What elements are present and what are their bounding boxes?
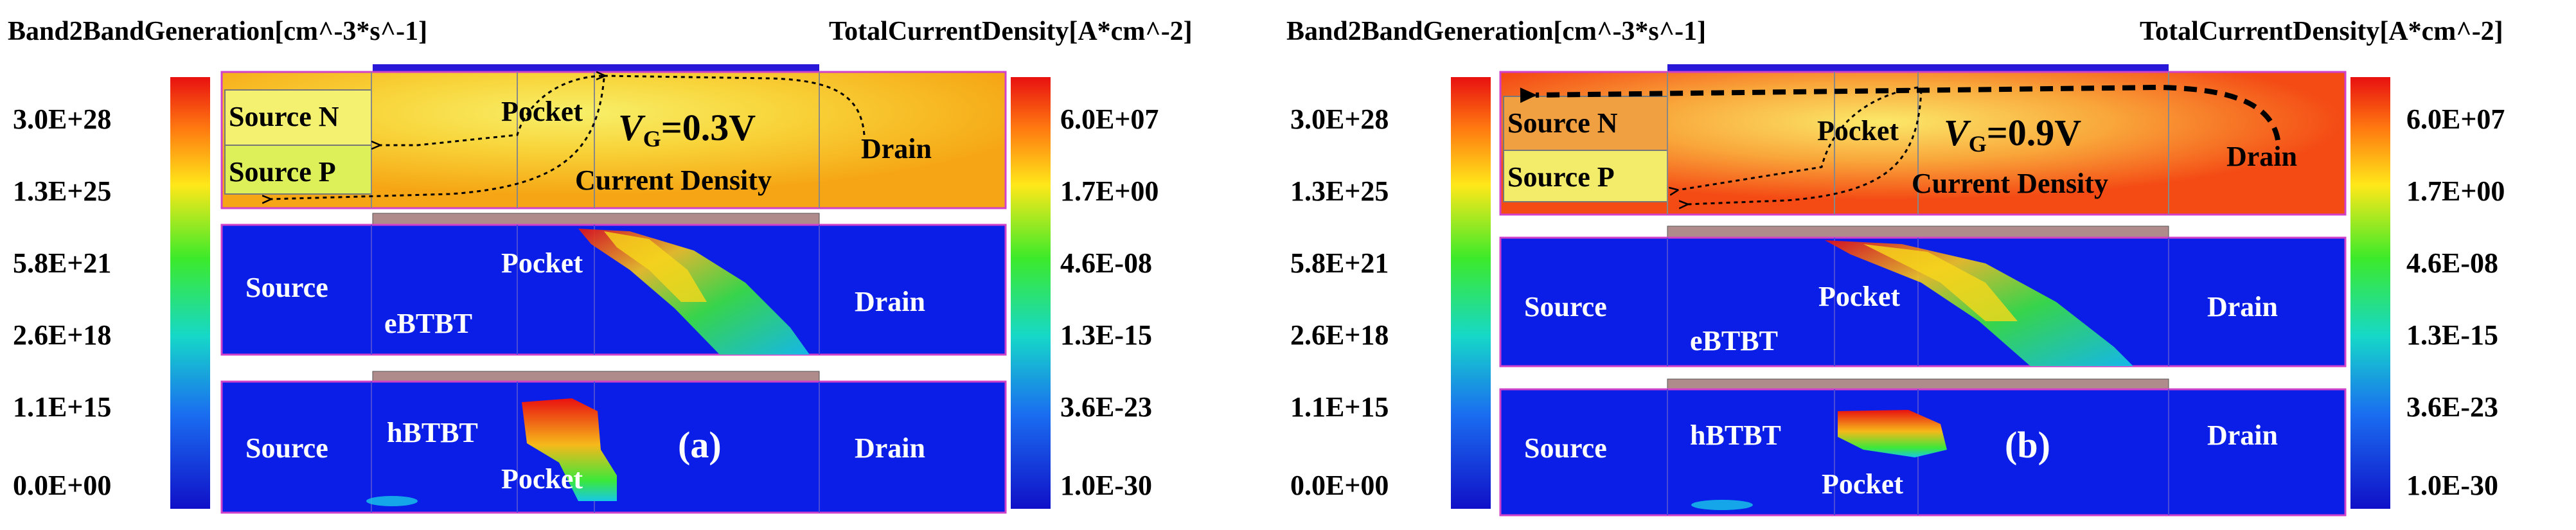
bot-hbtbt-label: hBTBT — [387, 417, 478, 448]
right-tick: 3.6E-23 — [1060, 391, 1152, 423]
current-path-arrow — [1520, 84, 2280, 141]
current-path-arrow — [1677, 86, 1919, 190]
current-path-arrow — [270, 78, 605, 199]
top-drain-label: Drain — [861, 133, 932, 164]
mid-pocket-label: Pocket — [501, 247, 583, 279]
mid-map-b: Source eBTBT Pocket Drain — [1499, 225, 2347, 367]
bot-map-b: Source hBTBT Pocket (b) Drain — [1499, 378, 2347, 517]
left-colorbar-a: Band2BandGeneration[cm^-3*s^-1] 3.0E+28 … — [8, 17, 427, 509]
right-colorbar-b: TotalCurrentDensity[A*cm^-2] 6.0E+07 1.7… — [2140, 17, 2505, 509]
current-density-label: Current Density — [1912, 168, 2108, 199]
top-source-p-label: Source P — [1507, 161, 1615, 193]
right-colorbar-title: TotalCurrentDensity[A*cm^-2] — [829, 17, 1193, 46]
current-density-label: Current Density — [575, 164, 772, 196]
top-map-b: Source N Source P Pocket VG=0.9V Current… — [1499, 64, 2347, 216]
top-pocket-label: Pocket — [501, 96, 583, 127]
mid-map-a: Source eBTBT Pocket Drain — [220, 213, 1007, 356]
left-colorbar-gradient — [170, 77, 210, 509]
right-colorbar-gradient — [1011, 77, 1051, 509]
mid-ebtbt-label: eBTBT — [384, 308, 472, 339]
left-tick: 0.0E+00 — [13, 470, 111, 501]
mid-source-label: Source — [1524, 291, 1607, 322]
left-colorbar-title: Band2BandGeneration[cm^-3*s^-1] — [8, 17, 427, 46]
right-tick: 1.7E+00 — [1060, 175, 1159, 207]
right-tick: 4.6E-08 — [1060, 247, 1152, 279]
mid-ebtbt-label: eBTBT — [1690, 325, 1778, 357]
right-colorbar-a: TotalCurrentDensity[A*cm^-2] 6.0E+07 1.7… — [829, 17, 1193, 509]
vg-label: VG=0.9V — [1944, 112, 2081, 157]
bot-pocket-label: Pocket — [1822, 468, 1903, 500]
right-tick: 1.0E-30 — [2406, 470, 2498, 501]
mid-pocket-label: Pocket — [1818, 281, 1900, 312]
right-tick: 1.3E-15 — [2406, 319, 2498, 351]
panel-a: Band2BandGeneration[cm^-3*s^-1] 3.0E+28 … — [8, 17, 1193, 514]
left-colorbar-gradient — [1451, 77, 1491, 509]
left-tick: 5.8E+21 — [13, 247, 111, 279]
top-map-a: Source N Source P Pocket VG=0.3V Current… — [220, 64, 1007, 209]
left-tick: 1.1E+15 — [13, 391, 111, 423]
panel-label-a: (a) — [678, 424, 722, 466]
left-tick: 2.6E+18 — [1290, 319, 1389, 351]
top-source-n-label: Source N — [229, 101, 339, 132]
bot-drain-label: Drain — [855, 432, 925, 464]
top-pocket-label: Pocket — [1817, 115, 1899, 146]
panel-b: Band2BandGeneration[cm^-3*s^-1] 3.0E+28 … — [1286, 17, 2505, 517]
vg-label: VG=0.3V — [618, 107, 756, 152]
left-tick: 5.8E+21 — [1290, 247, 1389, 279]
right-tick: 1.7E+00 — [2406, 175, 2505, 207]
right-tick: 6.0E+07 — [2406, 103, 2505, 135]
right-tick: 4.6E-08 — [2406, 247, 2498, 279]
left-tick: 2.6E+18 — [13, 319, 111, 351]
right-tick: 1.3E-15 — [1060, 319, 1152, 351]
bot-hbtbt-label: hBTBT — [1690, 420, 1781, 451]
bot-drain-label: Drain — [2207, 420, 2278, 451]
current-path-arrow — [1687, 89, 1923, 204]
right-tick: 6.0E+07 — [1060, 103, 1159, 135]
left-tick: 1.3E+25 — [1290, 175, 1389, 207]
right-tick: 1.0E-30 — [1060, 470, 1152, 501]
mid-source-label: Source — [245, 272, 328, 303]
mid-drain-label: Drain — [2207, 291, 2278, 322]
panel-label-b: (b) — [2005, 424, 2050, 466]
left-tick: 3.0E+28 — [13, 103, 111, 135]
current-path-arrow — [379, 75, 603, 145]
right-colorbar-title: TotalCurrentDensity[A*cm^-2] — [2140, 17, 2503, 46]
left-colorbar-b: Band2BandGeneration[cm^-3*s^-1] 3.0E+28 … — [1286, 17, 1706, 509]
left-tick: 1.3E+25 — [13, 175, 111, 207]
bot-map-a: Source hBTBT Pocket (a) Drain — [220, 371, 1007, 514]
bot-source-label: Source — [245, 432, 328, 464]
bot-source-label: Source — [1524, 432, 1607, 464]
top-source-p-label: Source P — [229, 156, 336, 188]
right-colorbar-gradient — [2350, 77, 2390, 509]
left-tick: 1.1E+15 — [1290, 391, 1389, 423]
left-tick: 0.0E+00 — [1290, 470, 1389, 501]
top-source-n-label: Source N — [1507, 107, 1618, 139]
bot-pocket-label: Pocket — [501, 463, 583, 495]
right-tick: 3.6E-23 — [2406, 391, 2498, 423]
top-drain-label: Drain — [2226, 141, 2297, 172]
current-path-arrow — [604, 76, 866, 136]
left-tick: 3.0E+28 — [1290, 103, 1389, 135]
left-colorbar-title: Band2BandGeneration[cm^-3*s^-1] — [1286, 17, 1706, 46]
mid-drain-label: Drain — [855, 286, 925, 317]
